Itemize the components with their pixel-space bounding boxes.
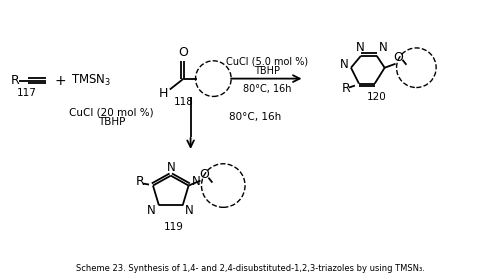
Text: TBHP: TBHP [254,66,280,76]
Text: +: + [54,74,66,88]
Text: N: N [356,41,364,54]
Text: N: N [380,41,388,54]
Text: TBHP: TBHP [98,117,125,127]
Text: N: N [166,161,175,174]
Text: N: N [146,204,156,217]
Text: H: H [159,87,168,100]
Text: 120: 120 [367,92,386,102]
Text: 117: 117 [18,88,37,99]
Text: TMSN$_3$: TMSN$_3$ [72,73,112,88]
Text: 119: 119 [164,222,184,232]
Text: N: N [185,204,194,217]
Text: 80°C, 16h: 80°C, 16h [229,112,281,122]
Text: Scheme 23. Synthesis of 1,4- and 2,4-disubstituted-1,2,3-triazoles by using TMSN: Scheme 23. Synthesis of 1,4- and 2,4-dis… [76,264,424,273]
Text: O: O [178,46,188,59]
Text: R: R [342,82,350,95]
Text: 118: 118 [174,97,194,107]
Text: CuCl (20 mol %): CuCl (20 mol %) [69,107,154,117]
Text: R: R [10,74,19,87]
Text: N: N [340,58,348,71]
Text: R: R [136,175,144,188]
Text: O: O [394,51,404,64]
Text: O: O [200,168,209,181]
Text: N: N [192,175,201,188]
Text: CuCl (5.0 mol %): CuCl (5.0 mol %) [226,57,308,67]
Text: 80°C, 16h: 80°C, 16h [242,83,291,94]
